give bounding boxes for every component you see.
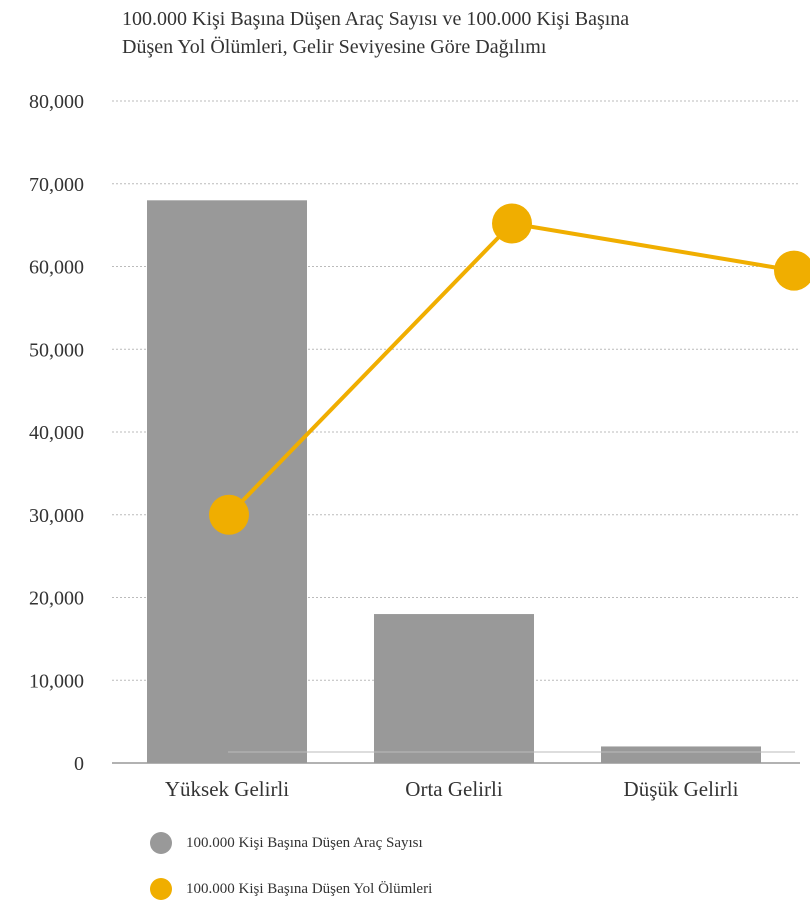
y-tick-label: 30,000 xyxy=(29,505,84,527)
plot-area: 0 10,000 20,000 30,000 40,000 50,000 60,000 70,… xyxy=(29,91,810,801)
x-tick-label: Düşük Gelirli xyxy=(624,777,739,801)
legend-label-vehicles: 100.000 Kişi Başına Düşen Araç Sayısı xyxy=(186,834,423,851)
y-tick-label: 0 xyxy=(74,753,84,775)
legend-label-deaths: 100.000 Kişi Başına Düşen Yol Ölümleri xyxy=(186,880,433,897)
bar-series xyxy=(147,200,761,764)
y-axis-ticks: 0 10,000 20,000 30,000 40,000 50,000 60,000 70,… xyxy=(29,91,84,775)
grid-lines xyxy=(112,100,800,681)
bar-1 xyxy=(374,614,534,763)
y-tick-label: 80,000 xyxy=(29,91,84,113)
y-tick-label: 40,000 xyxy=(29,422,84,444)
y-tick-label: 70,000 xyxy=(29,174,84,196)
y-tick-label: 60,000 xyxy=(29,257,84,279)
chart-title-line-2: Düşen Yol Ölümleri, Gelir Seviyesine Gör… xyxy=(122,36,547,58)
x-tick-label: Orta Gelirli xyxy=(405,777,503,801)
line-path xyxy=(227,221,795,517)
line-series xyxy=(209,203,810,535)
bar-0 xyxy=(147,200,307,764)
legend-swatch-vehicles xyxy=(150,832,172,854)
x-axis-ticks: Yüksek Gelirli Orta Gelirli Düşük Gelirli xyxy=(165,777,739,801)
y-tick-label: 50,000 xyxy=(29,339,84,361)
legend-item-vehicles: 100.000 Kişi Başına Düşen Araç Sayısı xyxy=(150,832,423,854)
x-axis xyxy=(112,751,800,764)
legend-item-deaths: 100.000 Kişi Başına Düşen Yol Ölümleri xyxy=(150,878,432,900)
y-tick-label: 10,000 xyxy=(29,670,84,692)
line-point-2 xyxy=(774,250,810,291)
line-point-0 xyxy=(209,494,249,535)
line-point-1 xyxy=(492,203,532,244)
legend-swatch-deaths xyxy=(150,878,172,900)
x-tick-label: Yüksek Gelirli xyxy=(165,777,289,801)
bar-2 xyxy=(601,746,761,763)
y-tick-label: 20,000 xyxy=(29,588,84,610)
chart-title-line-1: 100.000 Kişi Başına Düşen Araç Sayısı ve… xyxy=(122,8,630,30)
